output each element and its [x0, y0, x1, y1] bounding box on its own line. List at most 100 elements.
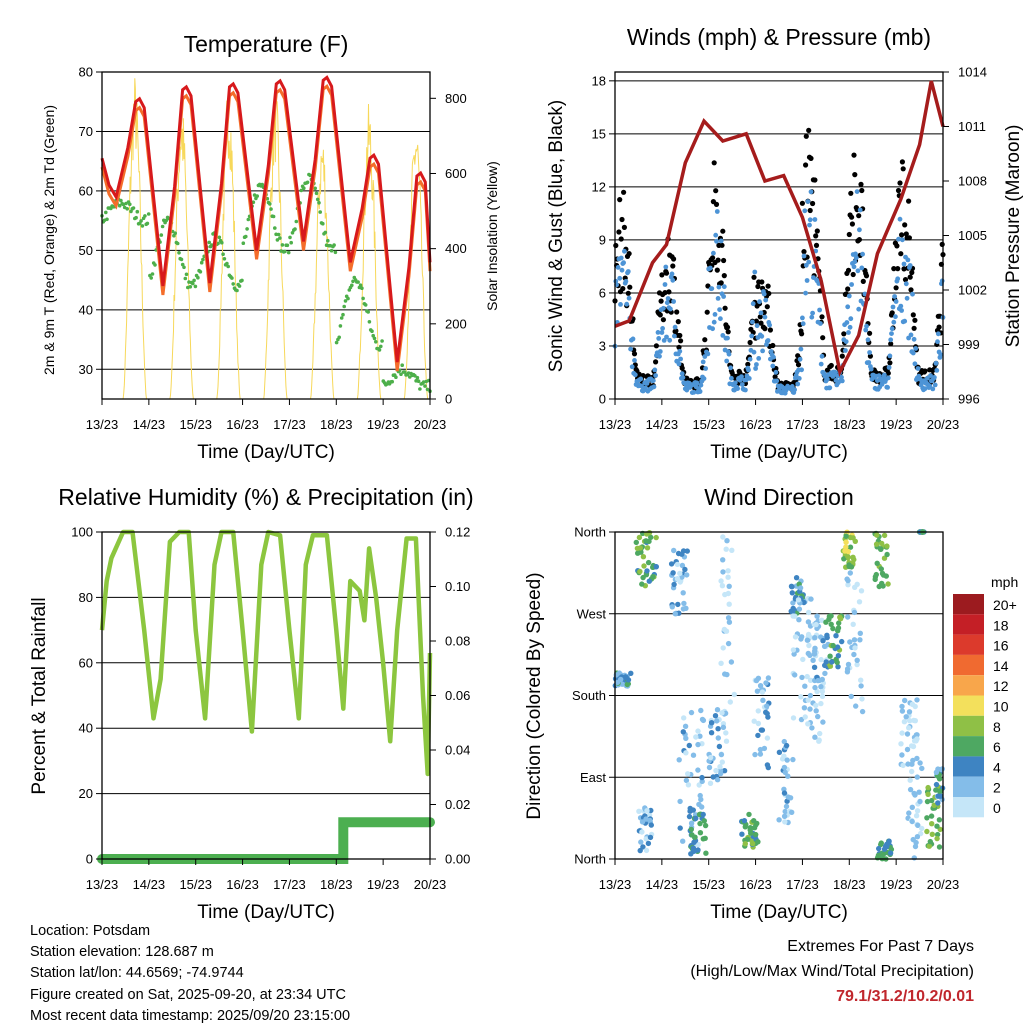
direction-point	[925, 791, 931, 797]
direction-point	[812, 645, 818, 651]
direction-point	[674, 576, 681, 582]
wind-speed-point	[669, 271, 675, 277]
dewpoint-point	[226, 264, 230, 269]
wind-speed-point	[889, 331, 894, 336]
y2-tick-label: 1011	[958, 119, 986, 134]
dewpoint-point	[255, 194, 259, 198]
direction-point	[648, 822, 654, 828]
direction-point	[812, 684, 818, 691]
dewpoint-point	[105, 217, 109, 222]
dewpoint-point	[240, 278, 244, 283]
wind-speed-point	[679, 371, 685, 377]
direction-point	[807, 677, 814, 683]
wind-speed-point	[746, 376, 752, 381]
direction-point	[618, 676, 624, 683]
dewpoint-point	[283, 249, 287, 254]
direction-point	[792, 672, 798, 678]
humidity-title: Relative Humidity (%) & Precipitation (i…	[58, 484, 473, 510]
winds-y2label: Station Pressure (Maroon)	[1003, 125, 1024, 348]
wind-speed-point	[832, 369, 838, 375]
direction-point	[644, 545, 651, 551]
gust-point	[863, 273, 870, 279]
direction-point	[670, 570, 676, 576]
gust-point	[806, 127, 812, 133]
direction-point	[813, 702, 819, 709]
direction-point	[638, 549, 644, 555]
wind-direction-ylabel: Direction (Colored By Speed)	[524, 572, 545, 819]
wind-speed-point	[694, 380, 700, 386]
gust-point	[674, 309, 680, 315]
y-tick-label: 70	[79, 124, 93, 139]
gust-point	[828, 362, 834, 369]
direction-point	[725, 590, 731, 597]
wind-speed-point	[632, 358, 637, 363]
dewpoint-point	[268, 202, 272, 206]
direction-point	[880, 851, 886, 857]
gust-point	[759, 279, 765, 285]
direction-point	[695, 728, 701, 734]
wind-speed-point	[697, 389, 703, 394]
direction-point	[842, 548, 848, 554]
gust-point	[898, 251, 904, 257]
direction-point	[636, 534, 643, 541]
direction-point	[754, 820, 760, 827]
y-tick-label: 6	[599, 285, 606, 300]
direction-point	[800, 656, 806, 663]
wind-speed-point	[754, 362, 759, 367]
direction-point	[797, 585, 804, 591]
y-tick-label: North	[574, 525, 606, 540]
direction-point	[688, 709, 695, 716]
direction-point	[818, 700, 824, 707]
dewpoint-point	[418, 387, 422, 391]
wind-speed-point	[889, 326, 895, 332]
wind-speed-point	[751, 349, 757, 355]
dewpoint-point	[374, 340, 378, 344]
gust-point	[677, 332, 683, 339]
gust-point	[764, 304, 770, 310]
gust-point	[618, 236, 624, 242]
direction-point	[884, 551, 890, 558]
legend-label: 2	[993, 780, 1001, 796]
direction-point	[624, 681, 630, 688]
direction-point	[755, 732, 761, 739]
direction-point	[858, 683, 864, 689]
wind-speed-point	[800, 321, 806, 327]
wind-speed-point	[707, 265, 713, 271]
direction-point	[707, 754, 714, 761]
direction-point	[833, 633, 839, 639]
extremes-subtitle: (High/Low/Max Wind/Total Precipitation)	[690, 963, 974, 980]
wind-speed-point	[864, 323, 869, 329]
direction-point	[700, 811, 706, 818]
wind-speed-point	[932, 375, 937, 380]
direction-point	[726, 583, 732, 589]
direction-point	[684, 548, 690, 554]
direction-point	[681, 715, 687, 721]
direction-point	[672, 611, 678, 617]
direction-point	[847, 639, 853, 645]
direction-point	[815, 713, 821, 720]
direction-point	[912, 792, 918, 798]
direction-point	[927, 838, 933, 845]
wind-speed-point	[819, 353, 825, 359]
solar-insolation-line	[169, 118, 194, 400]
direction-point	[934, 835, 940, 842]
direction-point	[801, 705, 808, 711]
direction-point	[725, 615, 732, 621]
direction-point	[934, 823, 940, 829]
direction-point	[909, 701, 916, 707]
direction-point	[936, 817, 943, 823]
dewpoint-point	[220, 240, 224, 245]
gust-point	[895, 266, 901, 272]
direction-point	[913, 738, 919, 744]
wind-speed-point	[817, 307, 822, 313]
direction-point	[796, 617, 802, 623]
wind-speed-point	[739, 382, 745, 387]
direction-point	[721, 626, 728, 633]
direction-point	[628, 670, 634, 676]
direction-point	[839, 638, 845, 645]
wind-speed-point	[876, 373, 882, 378]
dewpoint-point	[334, 340, 339, 345]
direction-point	[933, 781, 940, 788]
direction-point	[712, 713, 719, 719]
direction-point	[834, 659, 840, 666]
